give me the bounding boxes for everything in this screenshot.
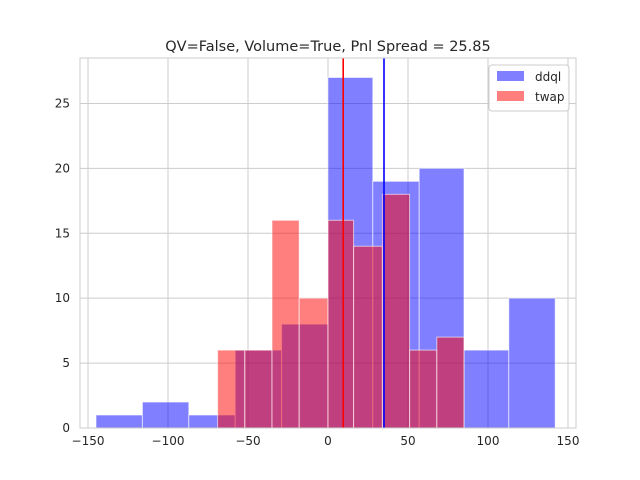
legend: ddql twap — [488, 64, 570, 112]
x-tick-labels: −150 −100 −50 0 50 100 150 — [72, 434, 580, 448]
plot-frame — [79, 57, 577, 429]
y-tick-label: 0 — [62, 421, 70, 435]
x-tick-label: −150 — [72, 434, 105, 448]
y-tick-label: 10 — [55, 291, 70, 305]
x-tick-label: 50 — [400, 434, 415, 448]
twap-bar — [217, 349, 246, 429]
legend-swatch-ddql — [497, 71, 524, 81]
mean-lines — [342, 58, 385, 428]
twap-bar — [353, 245, 383, 429]
twap-bar — [409, 349, 438, 429]
legend-swatch-twap — [497, 91, 524, 101]
ddql-bar — [141, 401, 190, 429]
x-tick-label: 100 — [477, 434, 500, 448]
y-tick-label: 25 — [55, 96, 70, 110]
twap-bars — [217, 193, 465, 429]
twap-bar — [271, 219, 300, 429]
twap-bar — [327, 219, 355, 429]
chart-title: QV=False, Volume=True, Pnl Spread = 25.8… — [165, 39, 490, 55]
twap-bar — [436, 336, 465, 429]
y-tick-label: 15 — [55, 226, 70, 240]
ddql-bar — [508, 297, 556, 429]
y-tick-label: 20 — [55, 161, 70, 175]
y-tick-label: 5 — [62, 356, 70, 370]
twap-bar — [244, 349, 273, 429]
twap-bar — [381, 193, 411, 429]
x-tick-label: 150 — [557, 434, 580, 448]
ddql-bar — [95, 414, 143, 429]
x-tick-label: −100 — [152, 434, 185, 448]
twap-bar — [298, 297, 329, 429]
y-tick-labels: 0 5 10 15 20 25 — [55, 96, 70, 435]
x-tick-label: 0 — [324, 434, 332, 448]
legend-label-ddql: ddql — [535, 70, 561, 84]
ddql-bar — [463, 349, 510, 429]
legend-label-twap: twap — [535, 90, 565, 104]
x-tick-label: −50 — [235, 434, 260, 448]
